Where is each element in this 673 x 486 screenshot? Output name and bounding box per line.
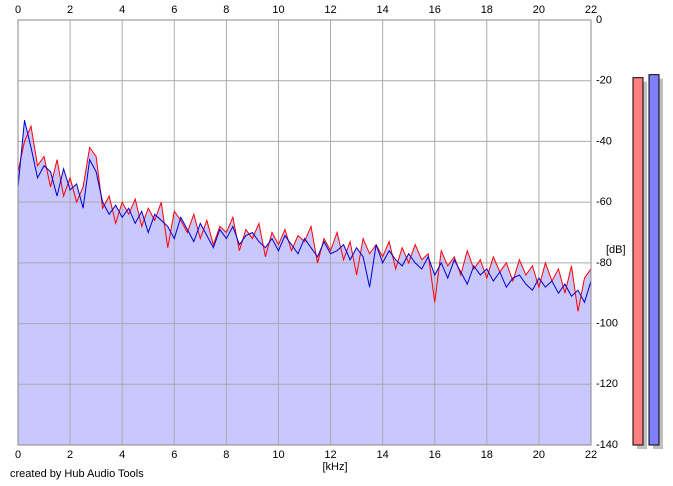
level-meter xyxy=(632,77,644,446)
spectrum-area xyxy=(18,120,591,445)
x-tick-label-bottom: 10 xyxy=(272,449,284,461)
x-tick-label-top: 22 xyxy=(585,4,597,16)
y-tick-label: -20 xyxy=(596,75,612,87)
x-tick-label-top: 8 xyxy=(223,4,229,16)
x-tick-label-bottom: 12 xyxy=(324,449,336,461)
x-tick-label-top: 14 xyxy=(377,4,389,16)
spectrum-line xyxy=(17,124,592,312)
x-tick-label-top: 20 xyxy=(533,4,545,16)
y-tick-label: -100 xyxy=(596,317,618,329)
x-tick-label-top: 0 xyxy=(15,4,21,16)
x-tick-label-bottom: 14 xyxy=(377,449,389,461)
x-tick-label-bottom: 4 xyxy=(119,449,125,461)
x-axis-label: [kHz] xyxy=(322,461,347,473)
y-tick-label: -120 xyxy=(596,378,618,390)
x-tick-label-bottom: 20 xyxy=(533,449,545,461)
x-tick-label-top: 10 xyxy=(272,4,284,16)
x-tick-label-bottom: 22 xyxy=(585,449,597,461)
y-tick-label: -80 xyxy=(596,257,612,269)
spectrum-line xyxy=(17,120,592,304)
y-axis-label: [dB] xyxy=(606,244,626,256)
level-meter xyxy=(648,74,660,446)
x-tick-label-bottom: 2 xyxy=(67,449,73,461)
x-tick-label-top: 12 xyxy=(324,4,336,16)
y-tick-label: 0 xyxy=(596,14,602,26)
plot-border xyxy=(17,19,592,446)
y-tick-label: -140 xyxy=(596,439,618,451)
x-tick-label-bottom: 6 xyxy=(171,449,177,461)
x-tick-label-bottom: 18 xyxy=(481,449,493,461)
x-tick-label-bottom: 0 xyxy=(15,449,21,461)
x-tick-label-bottom: 8 xyxy=(223,449,229,461)
y-tick-label: -60 xyxy=(596,196,612,208)
x-tick-label-top: 2 xyxy=(67,4,73,16)
x-tick-label-top: 4 xyxy=(119,4,125,16)
x-tick-label-top: 16 xyxy=(429,4,441,16)
x-tick-label-bottom: 16 xyxy=(429,449,441,461)
y-tick-label: -40 xyxy=(596,135,612,147)
x-tick-label-top: 6 xyxy=(171,4,177,16)
credit: created by Hub Audio Tools xyxy=(10,468,144,480)
x-tick-label-top: 18 xyxy=(481,4,493,16)
